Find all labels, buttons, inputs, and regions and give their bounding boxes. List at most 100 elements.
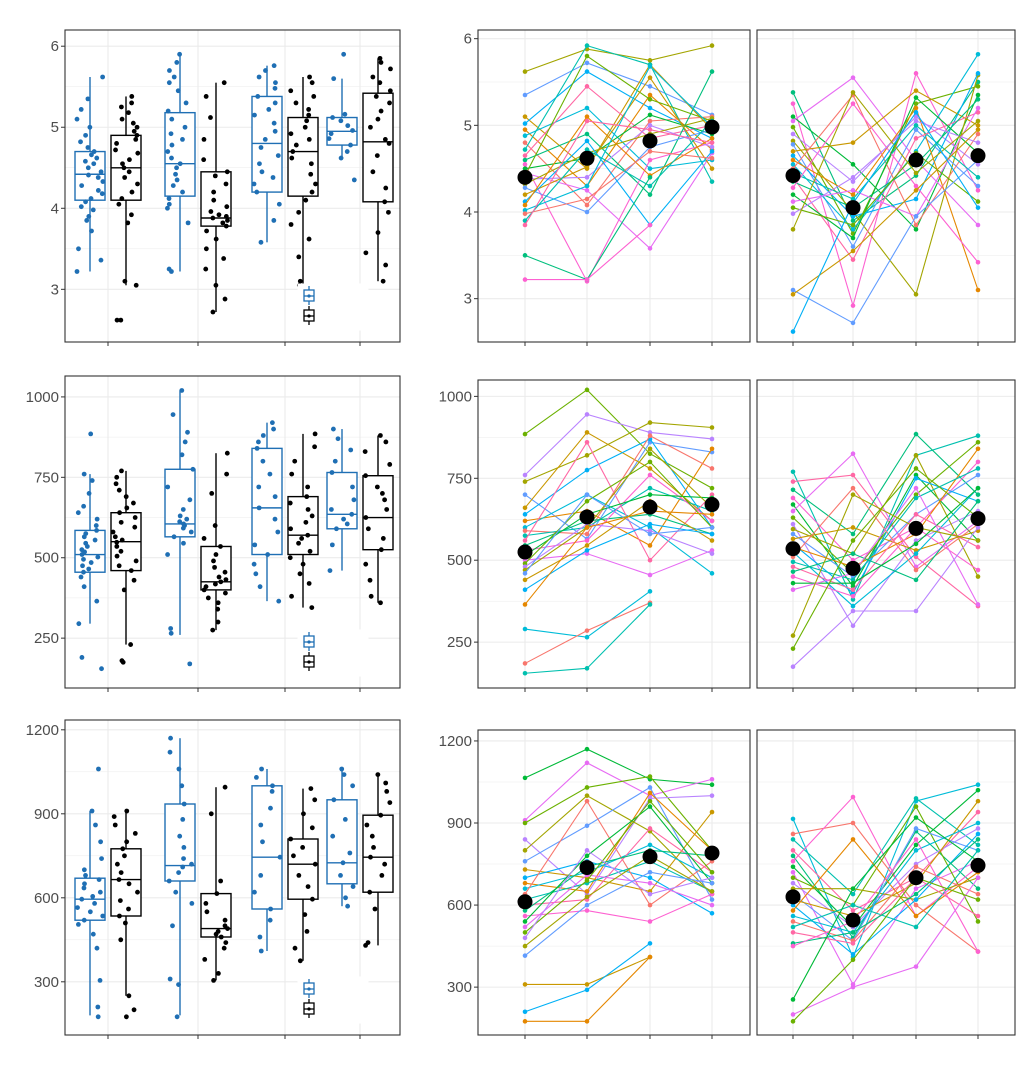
data-point: [350, 884, 356, 889]
data-point: [220, 220, 226, 226]
data-point: [117, 510, 123, 516]
individual-point: [709, 880, 715, 886]
individual-point: [584, 60, 590, 66]
data-point: [75, 922, 81, 927]
individual-point: [850, 531, 856, 537]
y-tick-label: 6: [464, 31, 472, 48]
data-point: [253, 571, 259, 577]
data-point: [114, 317, 120, 323]
individual-point: [647, 919, 653, 924]
data-point: [86, 491, 92, 496]
individual-point: [975, 287, 981, 293]
individual-line: [524, 849, 713, 939]
individual-point: [790, 153, 796, 158]
data-point: [122, 278, 128, 284]
individual-point: [790, 469, 796, 475]
data-point: [267, 917, 273, 923]
individual-line: [524, 120, 713, 226]
data-point: [120, 846, 126, 852]
individual-point: [522, 472, 528, 478]
individual-point: [709, 155, 715, 161]
individual-point: [709, 425, 715, 430]
data-point: [267, 471, 273, 477]
individual-point: [975, 459, 981, 465]
individual-point: [850, 837, 856, 842]
data-point: [210, 627, 216, 633]
individual-point: [709, 551, 715, 556]
data-point: [126, 169, 132, 175]
individual-point: [709, 782, 715, 788]
data-point: [293, 100, 299, 106]
individual-point: [709, 436, 715, 442]
individual-point: [850, 320, 856, 326]
data-point: [257, 161, 262, 167]
data-point: [374, 484, 380, 490]
data-point: [347, 850, 353, 856]
data-point: [259, 766, 264, 772]
individual-point: [850, 248, 856, 254]
mean-marker: [908, 870, 924, 886]
data-point: [215, 606, 221, 612]
data-point: [181, 521, 186, 527]
data-point: [203, 266, 209, 272]
mean-marker: [704, 845, 720, 861]
data-point: [210, 309, 216, 315]
individual-point: [850, 941, 856, 946]
individual-point: [913, 897, 919, 902]
data-point: [80, 563, 85, 569]
data-point: [81, 885, 87, 891]
mean-marker: [970, 511, 986, 527]
individual-point: [584, 118, 590, 124]
individual-point: [522, 661, 528, 666]
individual-point: [913, 512, 919, 517]
data-point: [306, 137, 312, 142]
individual-point: [975, 118, 981, 124]
individual-point: [522, 505, 528, 511]
data-point: [94, 527, 99, 533]
data-point: [168, 735, 173, 741]
individual-point: [790, 848, 796, 853]
data-point: [165, 484, 171, 490]
data-point: [92, 537, 98, 543]
data-point: [190, 466, 196, 472]
data-point: [328, 131, 334, 137]
data-point: [341, 51, 347, 57]
individual-line: [524, 150, 713, 215]
mean-marker: [704, 119, 720, 135]
individual-point: [790, 118, 796, 124]
data-point: [309, 825, 315, 831]
data-point: [254, 775, 259, 780]
individual-point: [522, 211, 528, 217]
individual-point: [913, 222, 919, 228]
individual-point: [709, 525, 715, 530]
data-point: [297, 571, 303, 577]
individual-point: [790, 287, 796, 293]
data-point: [369, 833, 375, 839]
data-point: [310, 896, 315, 902]
individual-point: [522, 525, 528, 530]
individual-point: [790, 101, 796, 106]
individual-point: [647, 785, 653, 790]
data-point: [81, 503, 87, 509]
data-point: [202, 957, 208, 962]
data-point: [212, 564, 217, 570]
data-point: [88, 560, 94, 565]
data-point: [116, 201, 122, 207]
mean-marker: [642, 133, 658, 149]
individual-point: [790, 157, 796, 163]
data-point: [378, 108, 384, 114]
data-point: [119, 116, 125, 122]
individual-point: [647, 157, 653, 163]
panel-border: [477, 379, 751, 689]
individual-line: [524, 871, 713, 957]
individual-point: [850, 196, 856, 202]
individual-point: [913, 826, 919, 831]
individual-point: [913, 804, 919, 809]
data-point: [171, 74, 177, 80]
panel-border: [64, 719, 401, 1036]
individual-point: [522, 479, 528, 484]
individual-point: [709, 538, 715, 543]
individual-point: [522, 222, 528, 228]
individual-line: [524, 805, 713, 922]
individual-point: [975, 837, 981, 842]
